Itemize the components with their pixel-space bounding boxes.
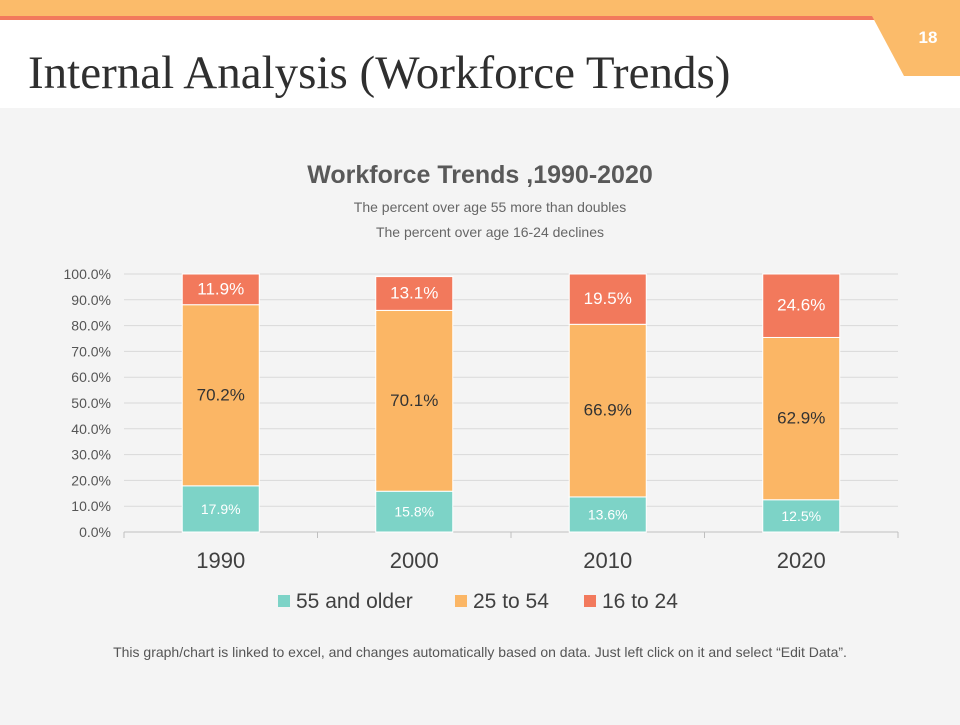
y-tick-label: 80.0%: [71, 318, 111, 334]
legend-swatch: [584, 595, 596, 607]
legend-label: 25 to 54: [473, 590, 549, 613]
bar-segment: [568, 323, 647, 498]
bar-segment: [375, 276, 454, 311]
legend-label: 55 and older: [296, 590, 413, 613]
data-label: 66.9%: [584, 401, 632, 420]
y-tick-label: 50.0%: [71, 395, 111, 411]
footnote: This graph/chart is linked to excel, and…: [113, 644, 847, 660]
data-label: 13.1%: [390, 283, 438, 302]
bar-segment: [568, 496, 647, 533]
page-number-badge: [872, 16, 960, 76]
chart-subtitle: The percent over age 55 more than double…: [354, 199, 626, 215]
y-tick-label: 100.0%: [64, 266, 111, 282]
legend-label: 16 to 24: [602, 590, 678, 613]
y-tick-label: 90.0%: [71, 292, 111, 308]
title-bar: Internal Analysis (Workforce Trends): [0, 20, 960, 108]
page-number: 18: [918, 28, 938, 47]
bar-segment: [568, 273, 647, 325]
y-tick-label: 30.0%: [71, 447, 111, 463]
data-label: 12.5%: [781, 508, 821, 524]
chart-subtitle: The percent over age 16-24 declines: [376, 224, 604, 240]
data-label: 62.9%: [777, 409, 825, 428]
bar-segment: [181, 304, 260, 487]
data-label: 11.9%: [197, 279, 244, 298]
data-label: 15.8%: [394, 504, 434, 520]
bar-segment: [181, 273, 260, 306]
x-tick-label: 1990: [196, 548, 245, 573]
bar-segment: [762, 499, 841, 533]
data-label: 24.6%: [777, 296, 825, 315]
y-tick-label: 20.0%: [71, 472, 111, 488]
top-accent-line: [0, 16, 880, 20]
legend-swatch: [278, 595, 290, 607]
y-tick-label: 0.0%: [79, 524, 111, 540]
bar-segment: [762, 273, 841, 338]
legend-swatch: [455, 595, 467, 607]
bar-segment: [375, 309, 454, 492]
chart-title: Workforce Trends ,1990-2020: [307, 161, 653, 189]
slide-title: Internal Analysis (Workforce Trends): [28, 47, 731, 99]
bar-segment: [375, 490, 454, 533]
x-tick-label: 2020: [777, 548, 826, 573]
data-label: 70.2%: [197, 385, 245, 404]
x-tick-label: 2000: [390, 548, 439, 573]
x-tick-label: 2010: [583, 548, 632, 573]
y-tick-label: 40.0%: [71, 421, 111, 437]
top-accent-stripe: [0, 0, 960, 16]
y-tick-label: 60.0%: [71, 369, 111, 385]
data-label: 17.9%: [201, 501, 241, 517]
data-label: 13.6%: [588, 506, 628, 522]
bar-segment: [181, 485, 260, 533]
data-label: 70.1%: [390, 391, 438, 410]
bar-segment: [762, 336, 841, 501]
y-tick-label: 70.0%: [71, 343, 111, 359]
data-label: 19.5%: [584, 289, 632, 308]
y-tick-label: 10.0%: [71, 498, 111, 514]
